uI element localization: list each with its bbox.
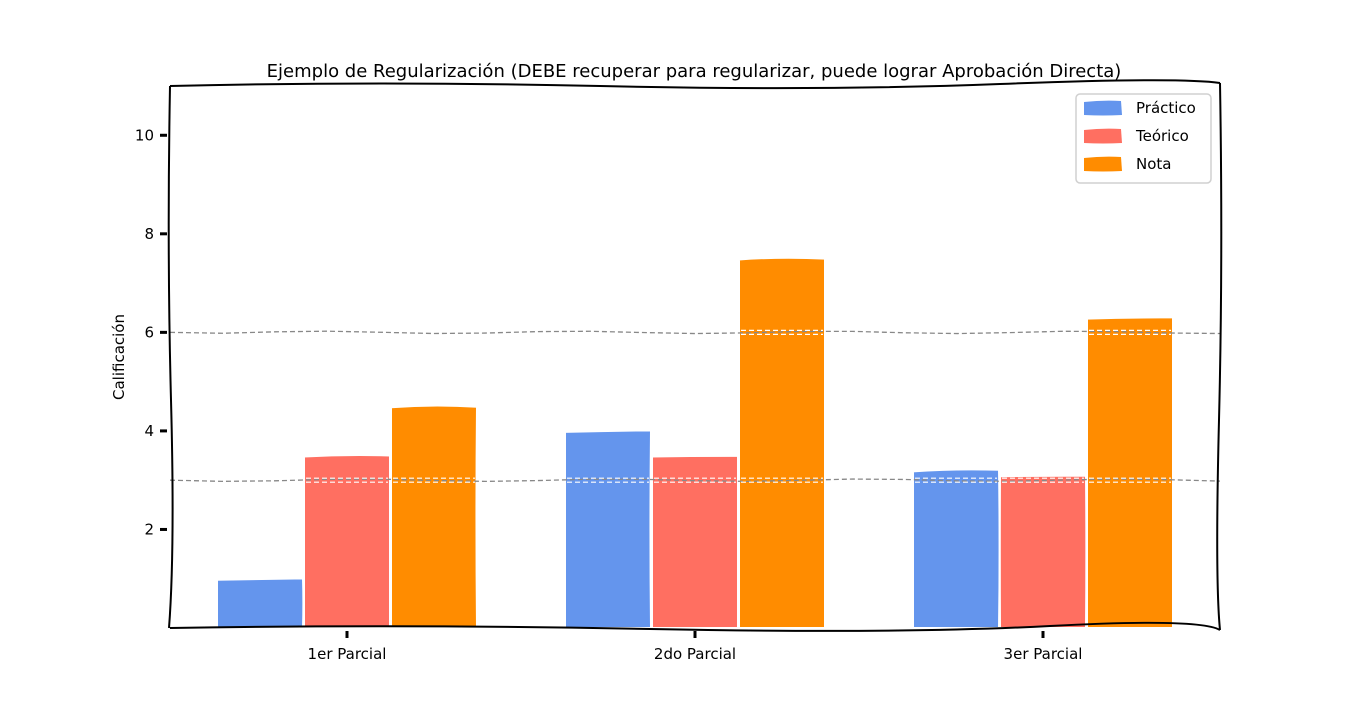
y-tick-label: 10 (135, 126, 154, 144)
legend-swatch (1084, 128, 1122, 144)
bar-te-rico-2 (650, 454, 740, 629)
axes-border-right (1216, 82, 1223, 631)
bar-nota-2 (737, 256, 827, 629)
reference-line-6 (169, 330, 1221, 335)
axes-border-bottom (169, 621, 1221, 632)
legend-label: Práctico (1136, 99, 1196, 117)
legend-items: Práctico Teórico Nota (1084, 99, 1196, 173)
y-axis: 2 4 6 8 10 (135, 126, 167, 538)
y-tick-label: 6 (144, 323, 154, 341)
y-axis-label: Calificación (110, 314, 128, 400)
bar-pr-ctico-2 (563, 429, 653, 629)
reference-lines (169, 329, 1221, 483)
legend-swatch (1084, 100, 1122, 116)
bar-te-rico-1 (302, 454, 392, 629)
bar-pr-ctico-3 (911, 468, 1001, 629)
bar-nota-3 (1085, 316, 1175, 629)
axes-frame (167, 79, 1223, 632)
x-axis: 1er Parcial 2do Parcial 3er Parcial (308, 631, 1083, 663)
bar-pr-ctico-1 (215, 577, 305, 629)
x-tick-label: 1er Parcial (308, 645, 387, 663)
x-tick-label: 3er Parcial (1004, 645, 1083, 663)
legend-swatch (1084, 156, 1122, 172)
legend: Práctico Teórico Nota (1075, 93, 1212, 184)
bars-group (215, 256, 1175, 629)
y-tick-label: 8 (144, 225, 154, 243)
y-tick-label: 2 (144, 520, 154, 538)
bar-te-rico-3 (998, 474, 1088, 629)
axes-border-top (169, 79, 1221, 90)
axes-border-left (167, 85, 174, 629)
reference-line-3 (169, 478, 1221, 483)
x-tick-label: 2do Parcial (654, 645, 736, 663)
chart-title: Ejemplo de Regularización (DEBE recupera… (267, 61, 1122, 82)
bar-nota-1 (389, 404, 479, 629)
legend-label: Teórico (1135, 127, 1189, 145)
y-tick-label: 4 (144, 422, 154, 440)
legend-label: Nota (1136, 155, 1171, 173)
